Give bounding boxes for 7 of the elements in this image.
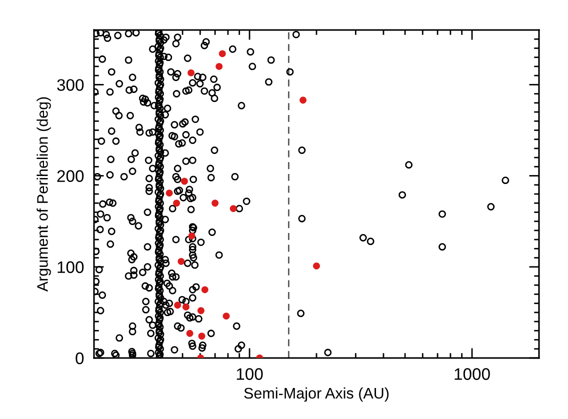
y-tick-label: 0 <box>76 352 84 364</box>
y-axis-title: Argument of Perihelion (deg) <box>36 97 51 292</box>
x-tick-label: 1000 <box>454 368 490 380</box>
y-tick-label: 100 <box>58 261 84 274</box>
y-tick-label: 200 <box>57 170 84 182</box>
y-tick-label: 300 <box>57 79 84 91</box>
x-axis-title: Semi-Major Axis (AU) <box>244 387 389 402</box>
